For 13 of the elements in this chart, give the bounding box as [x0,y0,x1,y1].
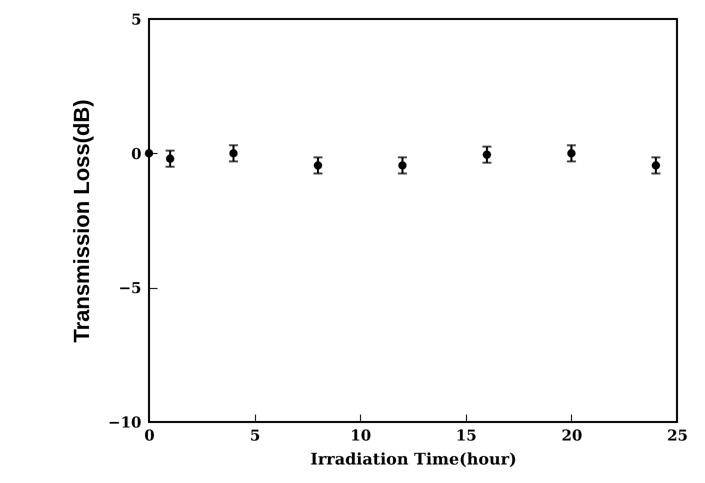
x-tick-label: 0 [144,426,155,444]
y-tick-label: −10 [108,414,142,432]
point [144,149,154,158]
y-tick-label: 0 [131,144,142,163]
x-axis-title: Irradiation Time(hour) [310,450,517,468]
x-tick-label: 5 [250,426,260,444]
y-tick-label: 5 [131,10,142,28]
y-axis-title: Transmission Loss(dB) [69,99,94,343]
x-tick-label: 10 [350,426,372,444]
x-tick-label: 25 [667,426,688,444]
x-tick-label: 15 [456,426,477,444]
x-tick-label: 20 [561,426,582,444]
y-tick-label: −5 [118,279,142,298]
